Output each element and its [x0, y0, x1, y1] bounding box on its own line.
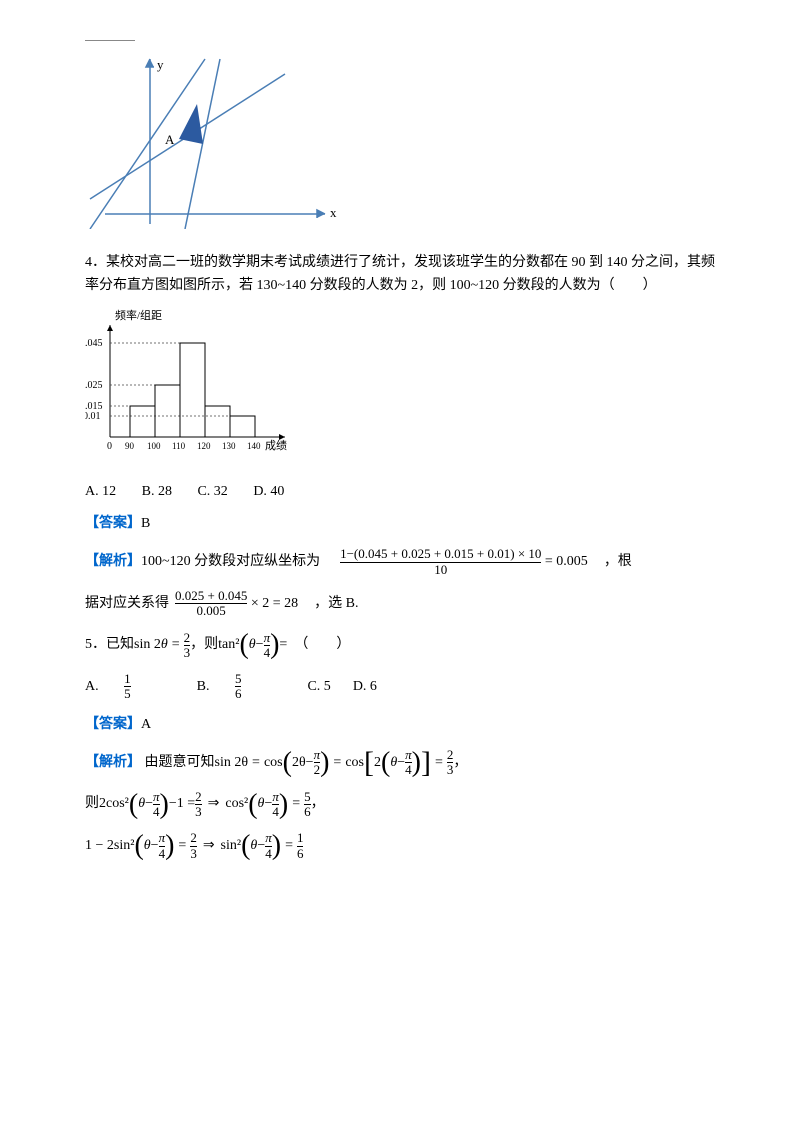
q4-opt-c: C. 32 [197, 484, 227, 499]
q5-analysis-1: 【解析】 由题意可知 sin 2θ = cos ( 2θ− π2 ) = cos… [85, 748, 715, 778]
svg-text:110: 110 [172, 441, 186, 451]
point-a-label: A [165, 132, 175, 147]
q4-opt-b: B. 28 [142, 484, 172, 499]
q5-analysis-3: 1 − 2sin² ( θ− π4 ) = 23 ⇒ sin² ( θ− π4 … [85, 831, 715, 861]
svg-text:120: 120 [197, 441, 211, 451]
svg-text:140: 140 [247, 441, 261, 451]
y-axis-label: y [157, 57, 164, 72]
svg-text:100: 100 [147, 441, 161, 451]
q5-options: A. 15 B. 56 C. 5 D. 6 [85, 672, 715, 702]
q4-opt-a: A. 12 [85, 484, 116, 499]
q4-options: A. 12 B. 28 C. 32 D. 40 [85, 481, 715, 503]
svg-text:90: 90 [125, 441, 135, 451]
q4-analysis-2: 据对应关系得 0.025 + 0.0450.005 × 2 = 28 ，选 B. [85, 589, 715, 619]
q4-histogram: 频率/组距 0 0.045 0.025 0.015 0.01 90 100 11… [85, 307, 715, 465]
q4-opt-d: D. 40 [253, 484, 284, 499]
q4-text: 4．某校对高二一班的数学期末考试成绩进行了统计，发现该班学生的分数都在 90 到… [85, 252, 715, 297]
q5-analysis-2: 则 2cos² ( θ− π4 ) −1 = 23 ⇒ cos² ( θ− π4… [85, 790, 715, 820]
svg-text:频率/组距: 频率/组距 [115, 308, 162, 322]
q4-answer: 【答案】B [85, 513, 715, 535]
x-axis-label: x [330, 205, 337, 220]
svg-text:0.045: 0.045 [85, 338, 103, 349]
q3-graph: A y x [85, 49, 715, 237]
q4-analysis-1: 【解析】 100~120 分数段对应纵坐标为 1−(0.045 + 0.025 … [85, 547, 715, 577]
q5-opt-c: C. 5 [307, 676, 330, 698]
q5-answer: 【答案】A [85, 714, 715, 736]
header-rule [85, 40, 135, 41]
svg-text:0: 0 [107, 441, 112, 452]
svg-text:0.01: 0.01 [85, 411, 101, 422]
svg-text:0.025: 0.025 [85, 380, 103, 391]
svg-text:成绩: 成绩 [265, 439, 287, 452]
q5-question: 5． 已知 sin 2θ = 23 ，则 tan² ( θ− π4 ) = （ … [85, 631, 715, 661]
q5-opt-a: A. 15 [85, 672, 175, 702]
q5-opt-d: D. 6 [353, 676, 377, 698]
svg-text:130: 130 [222, 441, 236, 451]
q5-opt-b: B. 56 [197, 672, 286, 702]
